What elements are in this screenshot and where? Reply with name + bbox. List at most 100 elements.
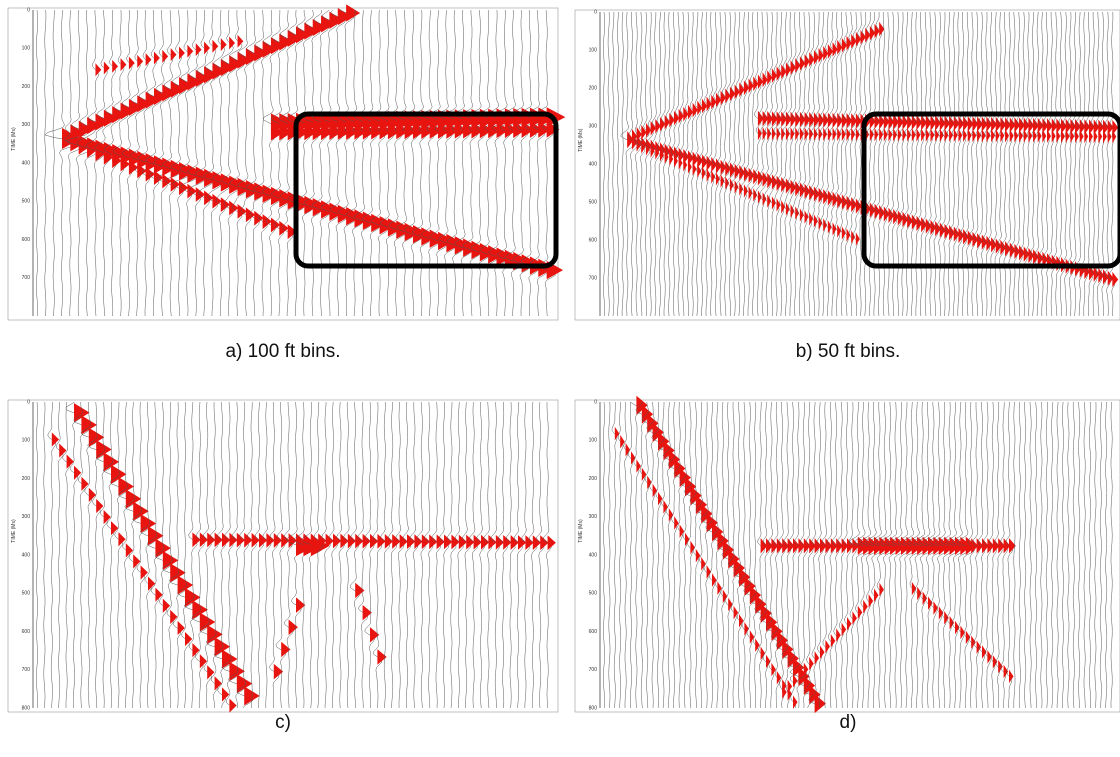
wiggle-fill xyxy=(1009,128,1014,143)
trace xyxy=(662,401,675,709)
wiggle-fill xyxy=(930,219,937,236)
trace xyxy=(838,11,846,317)
wiggle-fill xyxy=(813,50,820,65)
wiggle-fill xyxy=(902,114,909,130)
wiggle-fill xyxy=(757,170,764,186)
wiggle-fill xyxy=(1107,129,1112,144)
wiggle-fill xyxy=(251,532,260,548)
wiggle-fill xyxy=(818,127,823,141)
trace xyxy=(447,402,457,709)
trace xyxy=(1099,402,1102,709)
wiggle-fill xyxy=(785,127,790,141)
wiggle-fill xyxy=(192,643,200,658)
wiggle-fill xyxy=(404,222,421,242)
wiggle-fill xyxy=(785,202,790,216)
trace xyxy=(994,401,1003,709)
trace xyxy=(620,11,636,317)
wiggle-fill xyxy=(785,62,792,77)
wiggle-fill xyxy=(371,122,385,140)
wiggle-fill xyxy=(325,533,334,549)
wiggle-fill xyxy=(296,123,309,141)
wiggle-fill xyxy=(921,217,928,233)
wiggle-fill xyxy=(195,69,210,87)
wiggle-fill xyxy=(992,538,1000,554)
trace xyxy=(789,401,807,709)
trace xyxy=(977,401,986,709)
wiggle-fill xyxy=(1023,117,1030,133)
wiggle-fill xyxy=(266,532,275,548)
wiggle-fill xyxy=(803,538,811,554)
wiggle-fill xyxy=(1061,118,1067,134)
wiggle-fill xyxy=(237,204,247,219)
wiggle-fill xyxy=(992,654,998,669)
caption: d) xyxy=(840,712,857,733)
wiggle-fill xyxy=(1019,117,1025,133)
trace xyxy=(707,11,715,317)
trace xyxy=(177,402,194,709)
wiggle-fill xyxy=(287,29,302,48)
wiggle-fill xyxy=(214,637,231,657)
y-tick-label: 700 xyxy=(22,275,31,281)
wiggle-fill xyxy=(187,44,194,58)
trace xyxy=(388,401,398,709)
wiggle-fill xyxy=(125,489,142,509)
seismic-panel: TIME (Ms) 0 100 200 300 400 500 600 700 800 xyxy=(574,395,1120,714)
wiggle-fill xyxy=(795,180,802,197)
wiggle-fill xyxy=(995,238,1002,254)
y-tick-label: 0 xyxy=(27,399,30,405)
trace xyxy=(695,401,708,709)
wiggle-fill xyxy=(781,111,788,127)
wiggle-fill xyxy=(270,186,288,206)
wiggle-fill xyxy=(683,148,690,165)
wiggle-fill xyxy=(706,168,711,182)
wiggle-fill xyxy=(753,76,759,92)
wiggle-fill xyxy=(701,556,706,571)
wiggle-fill xyxy=(874,23,880,39)
wiggle-fill xyxy=(321,200,338,219)
wiggle-fill xyxy=(1003,664,1009,679)
wiggle-fill xyxy=(804,127,809,141)
wiggle-fill xyxy=(836,628,841,642)
trace xyxy=(603,401,605,709)
wiggle-fill xyxy=(991,237,997,253)
wiggle-fill xyxy=(674,516,679,530)
trace xyxy=(988,401,997,709)
wiggle-fill xyxy=(790,127,795,141)
wiggle-fill xyxy=(429,122,443,139)
wiggle-fill xyxy=(749,630,755,644)
wiggle-fill xyxy=(790,60,796,75)
wiggle-fill xyxy=(771,126,776,141)
wiggle-fill xyxy=(659,116,666,132)
wiggle-fill xyxy=(658,491,663,506)
wiggle-fill xyxy=(771,111,778,127)
trace xyxy=(118,401,134,709)
wiggle-fill xyxy=(170,48,177,62)
wiggle-fill xyxy=(377,649,387,665)
trace xyxy=(43,401,46,709)
trace xyxy=(768,11,776,317)
wiggle-fill xyxy=(312,197,330,217)
trace xyxy=(908,401,927,709)
wiggle-fill xyxy=(883,127,888,142)
wiggle-fill xyxy=(103,109,118,127)
wiggle-fill xyxy=(262,40,277,58)
trace xyxy=(275,401,286,709)
wiggle-fill xyxy=(766,538,773,554)
wiggle-fill xyxy=(860,29,866,45)
wiggle-fill xyxy=(540,535,549,551)
wiggle-fill xyxy=(488,245,505,264)
wiggle-fill xyxy=(1042,118,1049,134)
wiggle-fill xyxy=(683,158,688,172)
wiggle-fill xyxy=(421,534,431,550)
trace xyxy=(929,401,949,708)
trace xyxy=(211,9,230,317)
trace xyxy=(740,11,747,317)
trace xyxy=(1040,401,1043,709)
wiggle-fill xyxy=(874,588,879,603)
wiggle-fill xyxy=(771,196,776,210)
wiggle-fill xyxy=(830,634,836,648)
wiggle-fill xyxy=(820,645,825,660)
wiggle-fill xyxy=(744,622,749,636)
wiggle-fill xyxy=(288,619,298,635)
wiggle-fill xyxy=(1028,117,1035,134)
